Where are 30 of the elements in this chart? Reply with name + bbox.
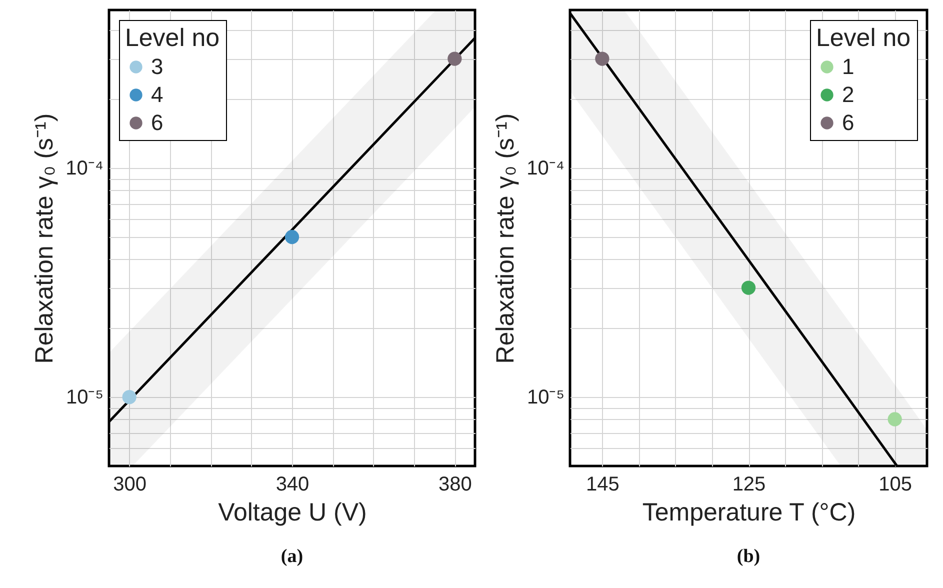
legend-label: 2	[842, 82, 854, 107]
point	[284, 230, 300, 244]
legend-label: 1	[842, 54, 854, 79]
x-tick-label: 105	[878, 474, 912, 496]
text: (b)	[736, 546, 760, 567]
point	[888, 412, 902, 426]
text: (a)	[280, 546, 304, 567]
y-tick-label: 10⁻⁵	[526, 386, 564, 409]
x-axis-title: Voltage U (V)	[218, 498, 367, 526]
legend-label: 6	[151, 110, 164, 135]
point	[595, 52, 610, 66]
legend-label: 6	[842, 110, 854, 135]
x-tick-label: 300	[113, 474, 147, 496]
legend-title: Level no	[125, 24, 220, 52]
y-axis-title: Relaxation rate γ₀ (s⁻¹)	[492, 113, 520, 364]
x-tick-label: 380	[438, 474, 472, 496]
x-tick-label: 340	[276, 474, 310, 496]
x-tick-label: 145	[586, 474, 620, 496]
y-axis-title: Relaxation rate γ₀ (s⁻¹)	[30, 113, 59, 364]
y-tick-label: 10⁻⁴	[66, 158, 104, 180]
y-tick-label: 10⁻⁵	[66, 386, 104, 409]
point	[122, 390, 136, 404]
x-axis-title: Temperature T (°C)	[642, 498, 856, 526]
legend-label: 3	[151, 54, 164, 79]
point	[741, 280, 756, 295]
x-tick-label: 125	[732, 474, 766, 496]
y-tick-label: 10⁻⁴	[526, 158, 564, 180]
legend-title: Level no	[816, 24, 911, 52]
legend-label: 4	[151, 82, 164, 107]
point	[448, 52, 462, 66]
